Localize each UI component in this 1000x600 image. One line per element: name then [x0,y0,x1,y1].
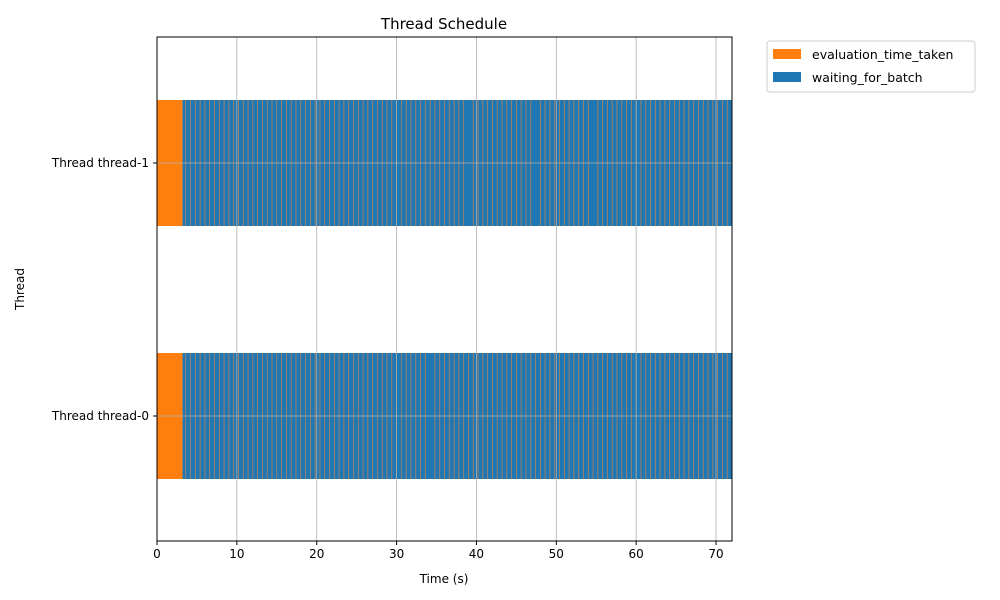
x-tick-label: 70 [708,547,723,561]
x-axis-ticks: 0 10 20 30 40 50 60 70 [153,541,724,561]
axes-frame [156,36,733,542]
x-axis-label: Time (s) [419,572,469,586]
legend: evaluation_time_taken waiting_for_batch [766,40,976,93]
plot-area [156,36,733,542]
y-tick-label: Thread thread-1 [51,156,149,170]
x-tick-label: 40 [469,547,484,561]
x-tick-label: 30 [389,547,404,561]
legend-label-evaluation: evaluation_time_taken [812,47,953,62]
x-tick-label: 50 [549,547,564,561]
x-tick-label: 0 [153,547,161,561]
chart-title: Thread Schedule [380,15,507,33]
y-axis-ticks: Thread thread-0 Thread thread-1 [51,156,157,423]
legend-label-waiting: waiting_for_batch [812,70,923,85]
x-tick-label: 20 [309,547,324,561]
y-axis-label: Thread [13,268,27,311]
legend-swatch-evaluation [773,49,801,59]
x-tick-label: 60 [629,547,644,561]
y-tick-label: Thread thread-0 [51,409,149,423]
legend-frame [766,40,976,93]
x-tick-label: 10 [229,547,244,561]
legend-swatch-waiting [773,72,801,82]
